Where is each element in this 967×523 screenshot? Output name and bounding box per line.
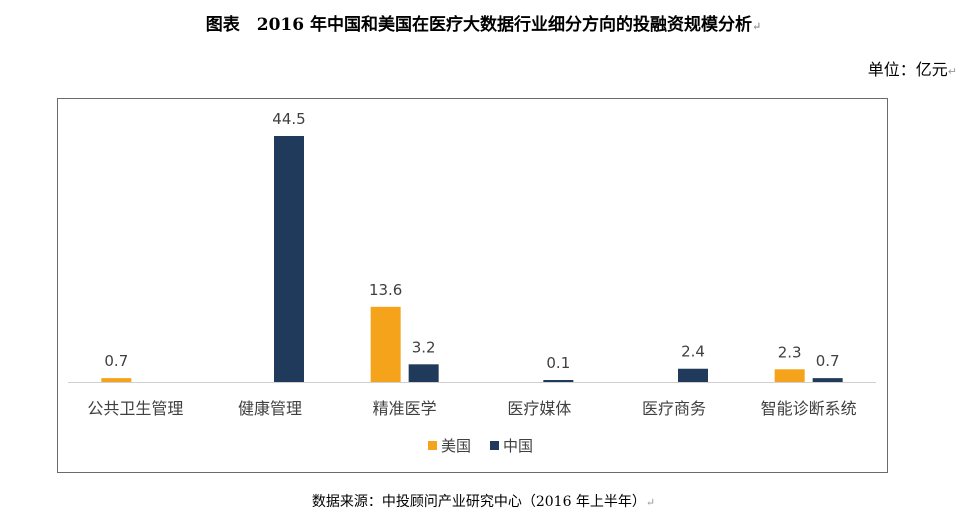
legend-label-china: 中国	[503, 437, 533, 455]
data-label-usa-2: 13.6	[369, 281, 402, 299]
category-label-0: 公共卫生管理	[87, 399, 183, 418]
paragraph-mark: ↵	[752, 20, 762, 33]
category-label-5: 智能诊断系统	[761, 399, 857, 418]
paragraph-mark: ↵	[645, 496, 656, 509]
category-label-2: 精准医学	[373, 399, 437, 418]
legend-swatch-china	[490, 441, 499, 450]
data-label-china-5: 0.7	[816, 352, 840, 370]
data-label-china-2: 3.2	[412, 338, 436, 356]
unit-label: 单位：亿元↵	[868, 56, 957, 80]
category-label-3: 医疗媒体	[507, 399, 571, 418]
legend-swatch-usa	[428, 441, 437, 450]
category-label-4: 医疗商务	[642, 399, 706, 418]
data-label-china-4: 2.4	[681, 343, 705, 361]
bar-china-3	[543, 380, 574, 382]
bar-usa-0	[101, 378, 132, 382]
chart-frame: 0.7 公共卫生管理 44.5 健康管理 13.6 3.2 精准医学 0.1 医疗媒体 2.4 医疗…	[57, 98, 888, 473]
data-label-usa-5: 2.3	[778, 343, 802, 361]
chart-title-text: 图表 2016 年中国和美国在医疗大数据行业细分方向的投融资规模分析	[205, 15, 752, 35]
unit-label-text: 单位：亿元	[867, 60, 948, 79]
bar-china-4	[678, 368, 708, 382]
bar-usa-5	[774, 369, 805, 382]
source-note-text: 数据来源：中投顾问产业研究中心（2016 年上半年）	[311, 494, 646, 510]
paragraph-mark: ↵	[947, 65, 957, 78]
bar-usa-2	[370, 306, 401, 382]
category-label-1: 健康管理	[238, 399, 302, 418]
data-label-usa-0: 0.7	[104, 352, 128, 370]
bar-china-5	[812, 378, 843, 382]
data-label-china-1: 44.5	[272, 110, 305, 128]
bar-china-1	[274, 136, 304, 382]
legend-label-usa: 美国	[441, 437, 471, 455]
bar-chart: 0.7 公共卫生管理 44.5 健康管理 13.6 3.2 精准医学 0.1 医疗媒体 2.4 医疗…	[68, 110, 876, 455]
source-note: 数据来源：中投顾问产业研究中心（2016 年上半年）↵	[0, 491, 967, 511]
data-label-china-3: 0.1	[546, 354, 570, 372]
chart-title: 图表 2016 年中国和美国在医疗大数据行业细分方向的投融资规模分析↵	[0, 10, 967, 35]
bar-china-2	[408, 364, 439, 382]
